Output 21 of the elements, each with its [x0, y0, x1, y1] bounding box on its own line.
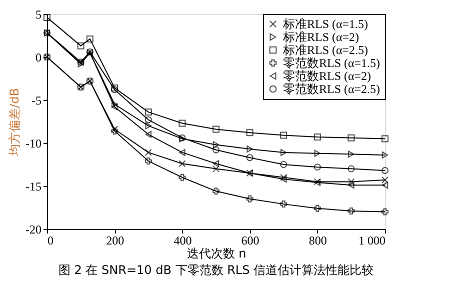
- x-tick-label: 800: [308, 234, 327, 248]
- y-tick-label: 5: [36, 8, 42, 22]
- legend-label: 标准RLS (α=1.5): [282, 17, 368, 31]
- y-tick-label: -5: [32, 94, 42, 108]
- text: 图 2 在 SNR=10 dB 下零范数 RLS 信道估计算法性能比较: [58, 263, 374, 277]
- x-tick-label: 200: [106, 234, 124, 248]
- legend-label: 零范数RLS (α=1.5): [283, 56, 380, 70]
- x-tick-label: 0: [48, 234, 54, 248]
- legend-label: 标准RLS (α=2.5): [282, 43, 368, 57]
- y-tick-label: -20: [26, 222, 42, 236]
- legend-label: 零范数RLS (α=2): [283, 69, 372, 83]
- legend-label: 零范数RLS (α=2.5): [283, 82, 380, 96]
- y-tick-label: -10: [26, 136, 42, 150]
- y-tick-label: 0: [36, 50, 42, 64]
- x-axis-title: 迭代次数 n: [186, 246, 246, 260]
- x-tick-label: 1 000: [358, 234, 386, 248]
- x-tick-label: 400: [174, 234, 192, 248]
- legend-label: 标准RLS (α=2): [282, 30, 360, 44]
- y-tick-label: -15: [26, 180, 42, 194]
- y-axis-title: 均方偏差/dB: [8, 88, 22, 157]
- x-tick-label: 600: [241, 234, 260, 248]
